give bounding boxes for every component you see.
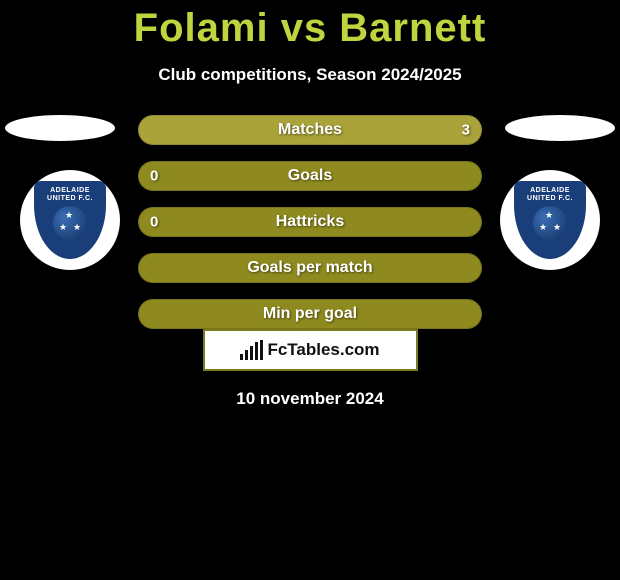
club-name-left-line2: UNITED F.C.	[47, 195, 93, 203]
club-badge-right: ADELAIDE UNITED F.C. ★	[500, 170, 600, 270]
stat-label: Matches	[278, 121, 342, 139]
stat-label: Min per goal	[263, 305, 357, 323]
player-left-avatar-placeholder	[5, 115, 115, 141]
stat-row-min-per-goal: Min per goal	[138, 299, 482, 329]
ball-icon: ★	[53, 206, 87, 240]
stat-row-goals-per-match: Goals per match	[138, 253, 482, 283]
stat-row-matches: Matches 3	[138, 115, 482, 145]
page-title: Folami vs Barnett	[0, 0, 620, 51]
stat-label: Hattricks	[276, 213, 344, 231]
club-name-right-line1: ADELAIDE	[530, 187, 570, 195]
stat-row-hattricks: 0 Hattricks	[138, 207, 482, 237]
stat-label: Goals per match	[247, 259, 372, 277]
club-badge-left: ADELAIDE UNITED F.C. ★	[20, 170, 120, 270]
stat-value-right: 3	[462, 122, 470, 139]
stat-value-left: 0	[150, 168, 158, 185]
stat-row-goals: 0 Goals	[138, 161, 482, 191]
stat-label: Goals	[288, 167, 332, 185]
stats-rows: Matches 3 0 Goals 0 Hattricks Goals per match M…	[138, 115, 482, 345]
subtitle: Club competitions, Season 2024/2025	[0, 65, 620, 85]
player-right-avatar-placeholder	[505, 115, 615, 141]
club-shield-right: ADELAIDE UNITED F.C. ★	[514, 181, 586, 259]
stat-value-left: 0	[150, 214, 158, 231]
date-label: 10 november 2024	[0, 389, 620, 409]
club-name-right-line2: UNITED F.C.	[527, 195, 573, 203]
ball-icon: ★	[533, 206, 567, 240]
club-name-left-line1: ADELAIDE	[50, 187, 90, 195]
club-shield-left: ADELAIDE UNITED F.C. ★	[34, 181, 106, 259]
